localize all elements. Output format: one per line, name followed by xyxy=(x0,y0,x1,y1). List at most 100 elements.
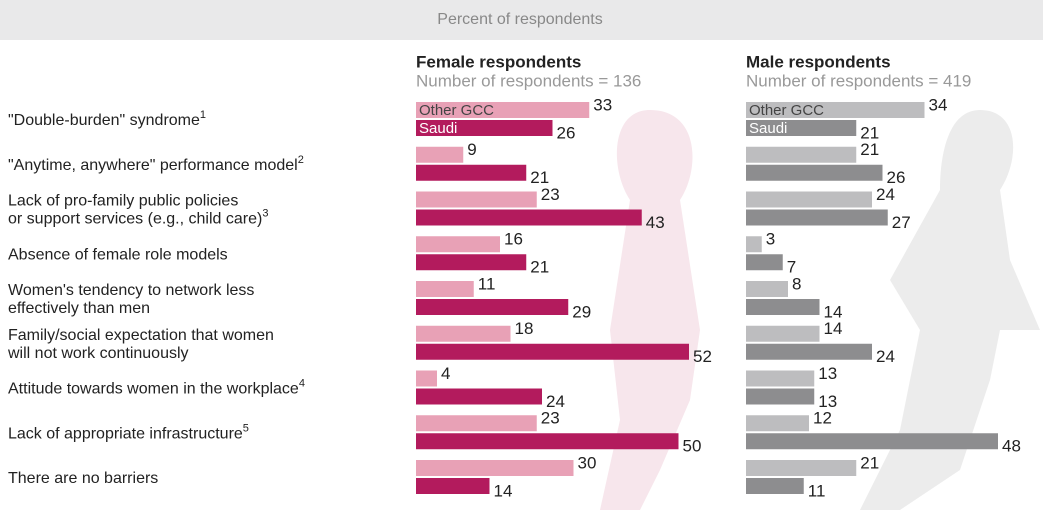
bar xyxy=(416,388,542,405)
value-label: 23 xyxy=(541,409,560,428)
value-label: 9 xyxy=(467,140,476,159)
category-text: Attitude towards women in the workplace xyxy=(8,381,299,398)
bar xyxy=(746,415,809,432)
value-label: 24 xyxy=(876,347,895,366)
value-label: 21 xyxy=(860,453,879,472)
value-label: 8 xyxy=(792,274,801,293)
bar xyxy=(416,236,500,253)
category-label: Women's tendency to network less xyxy=(8,282,254,299)
chart-subtitle: Percent of respondents xyxy=(437,11,602,28)
bar xyxy=(416,433,679,450)
value-label: 21 xyxy=(530,258,549,277)
male-silhouette xyxy=(860,110,1040,510)
value-label: 24 xyxy=(546,392,565,411)
category-text: Women's tendency to network less xyxy=(8,282,254,299)
bar xyxy=(746,388,815,405)
bar xyxy=(416,120,553,136)
legend-label: Other GCC xyxy=(419,102,494,119)
category-label: will not work continuously xyxy=(7,345,189,362)
value-label: 34 xyxy=(929,95,948,114)
category-label: Absence of female role models xyxy=(8,246,228,263)
bar xyxy=(416,415,537,432)
category-text: "Double-burden" syndrome xyxy=(8,112,200,129)
category-label: effectively than men xyxy=(8,300,150,317)
bar xyxy=(416,209,642,226)
value-label: 14 xyxy=(494,481,513,500)
category-label: Lack of pro-family public policies xyxy=(8,193,238,210)
value-label: 27 xyxy=(892,213,911,232)
category-text: Family/social expectation that women xyxy=(8,327,274,344)
bar xyxy=(746,460,857,476)
panel-subtitle: Number of respondents = 419 xyxy=(746,71,971,90)
value-label: 23 xyxy=(541,185,560,204)
value-label: 11 xyxy=(808,481,826,500)
value-label: 14 xyxy=(824,302,843,321)
panel-title: Female respondents xyxy=(416,52,581,71)
bar xyxy=(746,146,857,163)
value-label: 16 xyxy=(504,230,523,249)
category-label: "Double-burden" syndrome1 xyxy=(8,109,206,129)
bar xyxy=(746,433,998,450)
panel-title: Male respondents xyxy=(746,52,891,71)
footnote: 4 xyxy=(299,377,305,389)
bar xyxy=(416,164,527,181)
value-label: 24 xyxy=(876,185,895,204)
bar xyxy=(416,325,511,342)
bar xyxy=(746,120,857,136)
category-label: There are no barriers xyxy=(8,470,158,487)
category-label: Family/social expectation that women xyxy=(8,327,274,344)
value-label: 4 xyxy=(441,364,450,383)
bar xyxy=(746,325,820,342)
footnote: 3 xyxy=(262,207,268,219)
value-label: 21 xyxy=(860,140,879,159)
value-label: 26 xyxy=(887,168,906,187)
category-text: Absence of female role models xyxy=(8,246,228,263)
category-text: Lack of pro-family public policies xyxy=(8,193,238,210)
bar xyxy=(416,460,574,476)
value-label: 52 xyxy=(693,347,712,366)
category-label: "Anytime, anywhere" performance model2 xyxy=(8,154,304,174)
bar xyxy=(746,478,804,494)
bar xyxy=(746,191,872,208)
category-label: or support services (e.g., child care)3 xyxy=(8,207,268,227)
bar xyxy=(416,146,464,163)
footnote: 2 xyxy=(298,154,304,166)
bar xyxy=(746,254,783,271)
bar xyxy=(746,236,762,253)
value-label: 12 xyxy=(813,409,832,428)
value-label: 3 xyxy=(766,230,775,249)
value-label: 14 xyxy=(824,319,843,338)
category-text: will not work continuously xyxy=(7,345,189,362)
bar xyxy=(416,254,527,271)
category-label: Attitude towards women in the workplace4 xyxy=(8,377,305,397)
panel-subtitle: Number of respondents = 136 xyxy=(416,71,641,90)
bar xyxy=(746,343,872,360)
bar xyxy=(416,370,437,387)
value-label: 33 xyxy=(593,95,612,114)
bar xyxy=(746,370,815,387)
category-label: Lack of appropriate infrastructure5 xyxy=(8,422,249,442)
value-label: 43 xyxy=(646,213,665,232)
category-text: There are no barriers xyxy=(8,470,158,487)
value-label: 30 xyxy=(578,453,597,472)
legend-label: Saudi xyxy=(749,120,787,137)
footnote: 1 xyxy=(200,109,206,121)
value-label: 29 xyxy=(572,302,591,321)
bar xyxy=(746,209,888,226)
value-label: 13 xyxy=(818,364,837,383)
value-label: 48 xyxy=(1002,437,1021,456)
bar xyxy=(416,191,537,208)
bar xyxy=(416,281,474,297)
value-label: 21 xyxy=(530,168,549,187)
category-text: "Anytime, anywhere" performance model xyxy=(8,157,298,174)
bar xyxy=(746,281,788,297)
bar xyxy=(416,299,569,315)
bar xyxy=(746,164,883,181)
value-label: 7 xyxy=(787,258,796,277)
value-label: 26 xyxy=(557,123,576,142)
bar xyxy=(416,343,689,360)
bar xyxy=(416,478,490,494)
header-band xyxy=(0,0,1043,40)
value-label: 18 xyxy=(515,319,534,338)
female-silhouette xyxy=(600,110,700,510)
